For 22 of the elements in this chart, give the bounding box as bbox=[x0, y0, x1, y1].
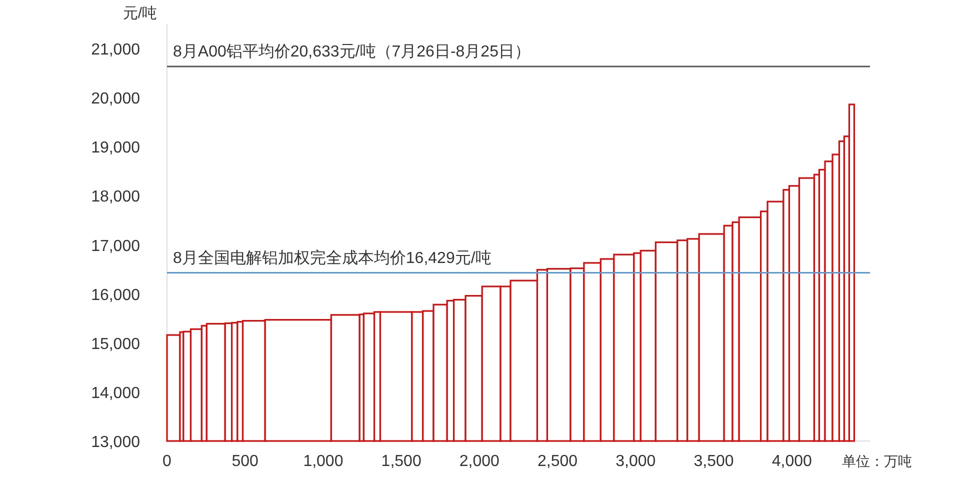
ref-line-label: 8月A00铝平均价20,633元/吨（7月26日-8月25日） bbox=[173, 42, 530, 61]
y-tick-label: 14,000 bbox=[91, 384, 140, 402]
x-tick-label: 1,500 bbox=[381, 453, 422, 470]
y-axis-title: 元/吨 bbox=[122, 5, 158, 22]
y-tick-label: 21,000 bbox=[91, 42, 140, 59]
x-tick-label: 1,000 bbox=[303, 453, 344, 470]
ref-line-label: 8月全国电解铝加权完全成本均价16,429元/吨 bbox=[173, 248, 492, 267]
y-tick-label: 15,000 bbox=[91, 336, 140, 353]
y-tick-label: 19,000 bbox=[91, 140, 140, 157]
x-tick-label: 0 bbox=[162, 453, 172, 470]
y-tick-label: 13,000 bbox=[91, 434, 140, 451]
y-tick-label: 20,000 bbox=[91, 90, 140, 108]
x-tick-label: 500 bbox=[232, 453, 259, 470]
x-tick-label: 2,500 bbox=[538, 453, 578, 470]
y-tick-label: 17,000 bbox=[91, 238, 140, 255]
x-tick-label: 3,500 bbox=[694, 453, 734, 470]
y-tick-label: 18,000 bbox=[91, 188, 140, 206]
x-tick-label: 2,000 bbox=[459, 453, 500, 470]
y-tick-label: 16,000 bbox=[91, 286, 140, 304]
x-tick-label: 4,000 bbox=[772, 453, 812, 470]
x-tick-label: 3,000 bbox=[616, 453, 656, 470]
x-axis-title: 单位：万吨 bbox=[842, 453, 912, 469]
